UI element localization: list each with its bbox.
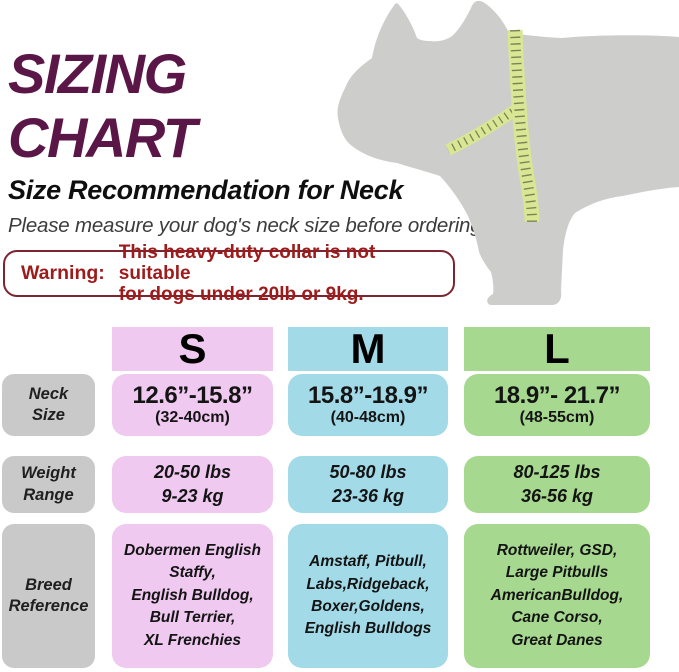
weight-range-text-l: 80-125 lbs 36-56 kg <box>513 462 601 506</box>
dog-illustration <box>333 0 679 316</box>
row-label-breed-reference: Breed Reference <box>2 524 95 668</box>
page-title: SIZING CHART <box>8 42 197 170</box>
breed-list-l: Rottweiler, GSD, Large Pitbulls American… <box>490 541 624 649</box>
neck-size-cell-l: 18.9”- 21.7” (48-55cm) <box>464 374 650 436</box>
weight-range-cell-l: 80-125 lbs 36-56 kg <box>464 456 650 513</box>
row-label-neck-size: Neck Size <box>2 374 95 436</box>
breed-reference-cell-s: Dobermen English Staffy, English Bulldog… <box>112 524 273 668</box>
column-header-m: M <box>288 325 448 372</box>
weight-range-cell-m: 50-80 lbs 23-36 kg <box>288 456 448 513</box>
neck-size-cm-s: (32-40cm) <box>155 409 230 427</box>
dog-silhouette-icon <box>337 0 679 305</box>
breed-reference-cell-m: Amstaff, Pitbull, Labs,Ridgeback, Boxer,… <box>288 524 448 668</box>
subtitle: Size Recommendation for Neck <box>8 175 404 205</box>
neck-size-cell-s: 12.6”-15.8” (32-40cm) <box>112 374 273 436</box>
neck-size-cm-m: (40-48cm) <box>330 409 406 427</box>
page-title-line1: SIZING <box>8 42 187 105</box>
row-label-text: Neck Size <box>28 384 69 424</box>
row-label-text: Breed Reference <box>8 575 89 615</box>
neck-size-inches-m: 15.8”-18.9” <box>308 381 428 409</box>
measuring-tape-icon <box>445 29 540 223</box>
breed-list-s: Dobermen English Staffy, English Bulldog… <box>124 541 261 649</box>
breed-reference-cell-l: Rottweiler, GSD, Large Pitbulls American… <box>464 524 650 668</box>
column-header-s: S <box>112 325 273 372</box>
warning-box: Warning: This heavy-duty collar is not s… <box>3 242 455 305</box>
breed-list-m: Amstaff, Pitbull, Labs,Ridgeback, Boxer,… <box>304 553 432 638</box>
neck-size-inches-l: 18.9”- 21.7” <box>493 381 621 409</box>
neck-size-inches-s: 12.6”-15.8” <box>132 381 253 409</box>
page-title-line2: CHART <box>8 105 197 169</box>
row-label-weight-range: Weight Range <box>2 456 95 513</box>
neck-size-cm-l: (48-55cm) <box>519 409 595 427</box>
row-label-text: Weight Range <box>21 464 76 504</box>
warning-message: This heavy-duty collar is not suitable f… <box>118 241 376 306</box>
neck-size-cell-m: 15.8”-18.9” (40-48cm) <box>288 374 448 436</box>
warning-label: Warning: <box>21 262 105 284</box>
weight-range-text-m: 50-80 lbs 23-36 kg <box>329 462 407 506</box>
weight-range-cell-s: 20-50 lbs 9-23 kg <box>112 456 273 513</box>
measurement-note: Please measure your dog's neck size befo… <box>8 214 482 237</box>
weight-range-text-s: 20-50 lbs 9-23 kg <box>153 462 232 506</box>
dog-body-shape <box>337 0 679 305</box>
column-header-l: L <box>464 325 650 372</box>
